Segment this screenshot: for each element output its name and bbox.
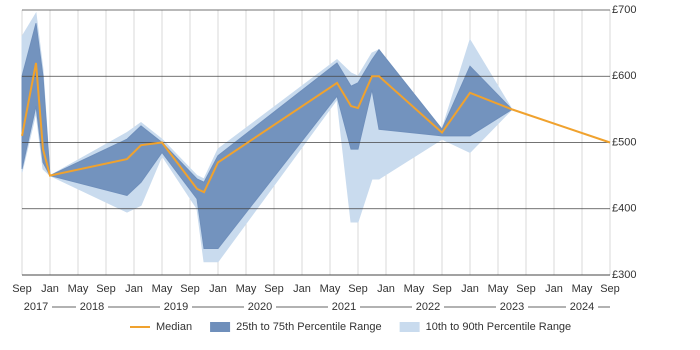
y-tick-label: £400 bbox=[612, 203, 636, 215]
x-tick-label: May bbox=[152, 283, 173, 295]
year-label: 2020 bbox=[248, 301, 272, 313]
legend-swatch bbox=[399, 322, 420, 332]
x-tick-label: May bbox=[404, 283, 425, 295]
x-tick-label: Sep bbox=[432, 283, 452, 295]
x-tick-label: Jan bbox=[125, 283, 143, 295]
year-label-bg bbox=[566, 300, 598, 314]
range-band bbox=[21, 23, 513, 249]
legend-label: 10th to 90th Percentile Range bbox=[426, 321, 572, 333]
x-tick-label: Sep bbox=[264, 283, 284, 295]
year-label: 2021 bbox=[332, 301, 356, 313]
x-tick-label: Jan bbox=[41, 283, 59, 295]
x-tick-label: Jan bbox=[209, 283, 227, 295]
year-label-bg bbox=[412, 300, 444, 314]
year-label-bg bbox=[76, 300, 108, 314]
y-tick-label: £300 bbox=[612, 269, 636, 281]
x-tick-label: May bbox=[572, 283, 593, 295]
x-tick-label: May bbox=[236, 283, 257, 295]
year-label: 2018 bbox=[80, 301, 104, 313]
year-label-bg bbox=[244, 300, 276, 314]
x-tick-label: May bbox=[488, 283, 509, 295]
x-tick-label: Sep bbox=[180, 283, 200, 295]
x-tick-label: Sep bbox=[12, 283, 32, 295]
legend-label: 25th to 75th Percentile Range bbox=[236, 321, 382, 333]
x-tick-label: Sep bbox=[516, 283, 536, 295]
x-tick-label: Sep bbox=[348, 283, 368, 295]
year-label: 2017 bbox=[24, 301, 48, 313]
year-label: 2019 bbox=[164, 301, 188, 313]
legend-swatch bbox=[210, 322, 231, 332]
year-label-bg bbox=[20, 300, 52, 314]
year-label: 2022 bbox=[416, 301, 440, 313]
x-tick-label: Sep bbox=[96, 283, 116, 295]
year-label: 2024 bbox=[570, 301, 594, 313]
x-tick-label: May bbox=[320, 283, 341, 295]
x-tick-label: Jan bbox=[377, 283, 395, 295]
y-tick-label: £700 bbox=[612, 4, 636, 16]
year-label-bg bbox=[328, 300, 360, 314]
year-label: 2023 bbox=[500, 301, 524, 313]
y-tick-label: £500 bbox=[612, 136, 636, 148]
legend-label: Median bbox=[156, 321, 192, 333]
year-label-bg bbox=[496, 300, 528, 314]
x-tick-label: Jan bbox=[545, 283, 563, 295]
x-tick-label: Sep bbox=[600, 283, 620, 295]
y-tick-label: £600 bbox=[612, 70, 636, 82]
x-tick-label: May bbox=[68, 283, 89, 295]
year-label-bg bbox=[160, 300, 192, 314]
median-line bbox=[21, 62, 611, 194]
x-tick-label: Jan bbox=[461, 283, 479, 295]
x-tick-label: Jan bbox=[293, 283, 311, 295]
